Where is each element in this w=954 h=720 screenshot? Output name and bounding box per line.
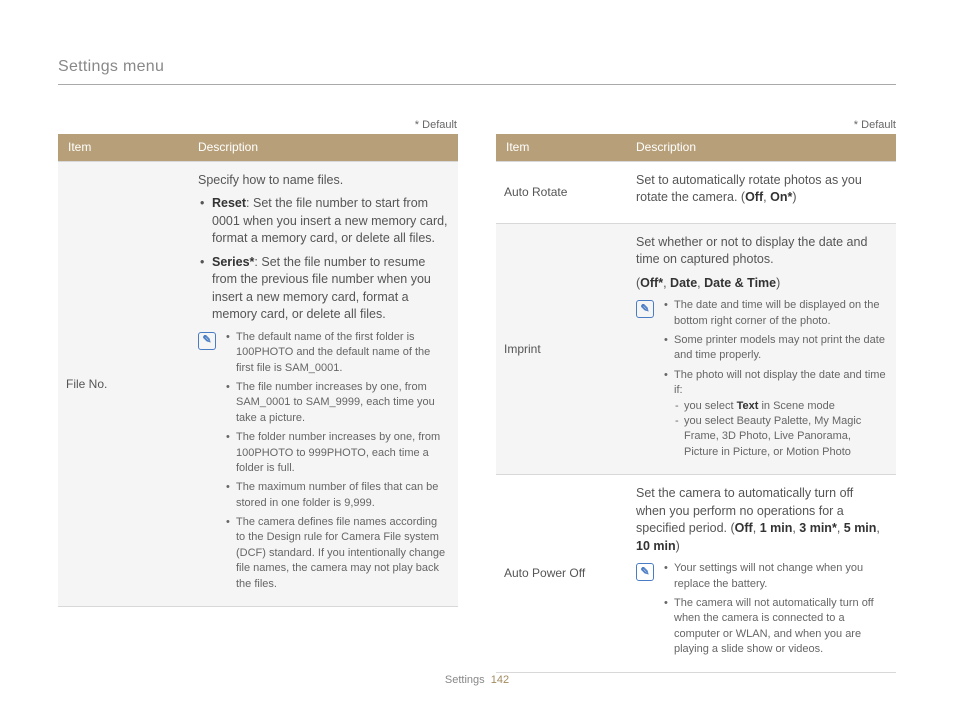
table-row: Auto RotateSet to automatically rotate p… <box>496 161 896 223</box>
item-cell: File No. <box>58 161 188 606</box>
desc-cell: Set the camera to automatically turn off… <box>626 475 896 672</box>
item-cell: Auto Power Off <box>496 475 626 672</box>
note-block: ✎ The date and time will be displayed on … <box>636 298 886 464</box>
left-table: Item Description File No.Specify how to … <box>58 134 458 607</box>
page-title: Settings menu <box>58 56 896 85</box>
desc-cell: Specify how to name files.Reset: Set the… <box>188 161 458 606</box>
default-label-right: * Default <box>854 118 896 133</box>
footer-section: Settings <box>445 674 485 686</box>
note-item: The camera defines file names according … <box>236 515 448 592</box>
desc-cell: Set whether or not to display the date a… <box>626 223 896 474</box>
note-icon: ✎ <box>198 332 216 350</box>
left-header-item: Item <box>58 134 188 161</box>
table-row: ImprintSet whether or not to display the… <box>496 223 896 474</box>
note-bullets: The default name of the first folder is … <box>224 330 448 596</box>
main-bullet: Reset: Set the file number to start from… <box>212 195 448 248</box>
note-item: The camera will not automatically turn o… <box>674 596 886 658</box>
right-column: Item Description Auto RotateSet to autom… <box>496 134 896 673</box>
note-item: Your settings will not change when you r… <box>674 561 886 592</box>
note-icon: ✎ <box>636 563 654 581</box>
note-item: The photo will not display the date and … <box>674 368 886 460</box>
page-footer: Settings 142 <box>0 673 954 688</box>
note-item: The file number increases by one, from S… <box>236 380 448 426</box>
note-item: The maximum number of files that can be … <box>236 480 448 511</box>
left-column: Item Description File No.Specify how to … <box>58 134 458 673</box>
desc-cell: Set to automatically rotate photos as yo… <box>626 161 896 223</box>
table-row: Auto Power OffSet the camera to automati… <box>496 475 896 672</box>
right-header-desc: Description <box>626 134 896 161</box>
content-columns: Item Description File No.Specify how to … <box>58 134 896 673</box>
note-item: Some printer models may not print the da… <box>674 333 886 364</box>
default-label-left: * Default <box>415 118 457 133</box>
item-cell: Imprint <box>496 223 626 474</box>
note-block: ✎ Your settings will not change when you … <box>636 561 886 661</box>
note-sub-item: you select Beauty Palette, My Magic Fram… <box>684 414 886 460</box>
table-row: File No.Specify how to name files.Reset:… <box>58 161 458 606</box>
note-icon: ✎ <box>636 300 654 318</box>
note-bullets: Your settings will not change when you r… <box>662 561 886 661</box>
main-bullet: Series*: Set the file number to resume f… <box>212 254 448 324</box>
note-item: The folder number increases by one, from… <box>236 430 448 476</box>
footer-page-number: 142 <box>491 674 509 686</box>
note-sub-item: you select Text in Scene mode <box>684 399 886 414</box>
right-header-item: Item <box>496 134 626 161</box>
note-item: The date and time will be displayed on t… <box>674 298 886 329</box>
right-table: Item Description Auto RotateSet to autom… <box>496 134 896 673</box>
note-bullets: The date and time will be displayed on t… <box>662 298 886 464</box>
note-item: The default name of the first folder is … <box>236 330 448 376</box>
note-block: ✎ The default name of the first folder is… <box>198 330 448 596</box>
left-header-desc: Description <box>188 134 458 161</box>
item-cell: Auto Rotate <box>496 161 626 223</box>
